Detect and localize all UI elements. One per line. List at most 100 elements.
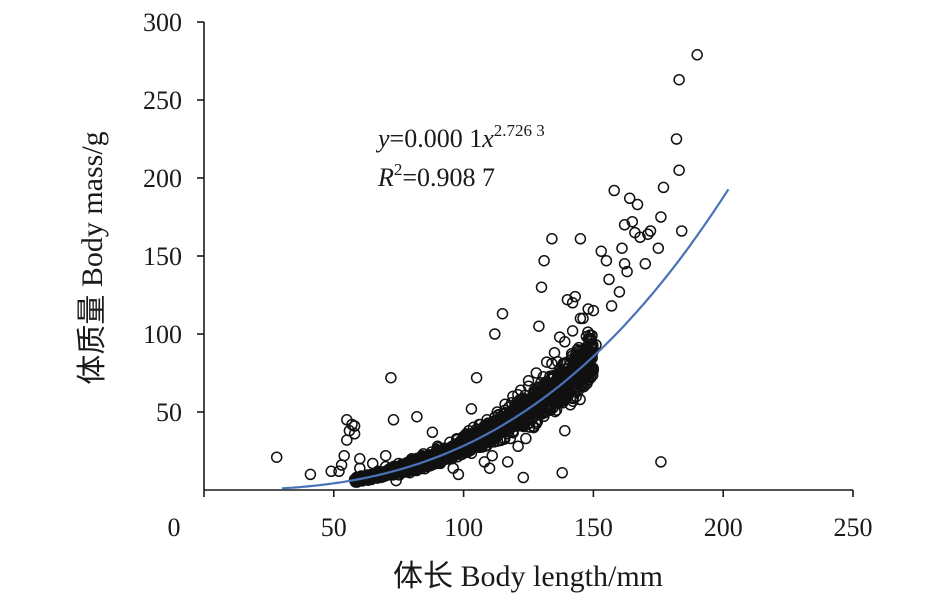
data-point [449,447,461,460]
data-point [463,424,475,437]
data-point [452,468,465,481]
data-point [670,133,683,145]
data-point [512,440,524,453]
data-point [522,375,535,387]
data-point [489,328,501,340]
data-point [626,215,639,228]
data-point [603,273,615,286]
data-point [517,471,530,484]
data-point [600,254,613,267]
data-point [447,462,459,474]
data-point [567,377,579,390]
data-point [498,433,511,445]
data-point [504,432,517,445]
data-point [631,198,644,211]
data-point [639,258,652,270]
data-point [540,379,552,392]
x-tick-label: 50 [321,513,347,542]
data-point [379,449,392,462]
data-point [512,409,524,421]
data-point [348,428,361,440]
data-point [392,457,405,470]
data-point [556,467,568,479]
data-point [541,398,554,411]
data-point [470,426,482,438]
data-point [548,346,561,359]
data-point [494,421,506,434]
data-point [634,231,646,244]
y-tick-label: 100 [143,320,182,349]
data-point [527,421,540,434]
data-point [348,420,361,432]
axes [197,21,854,497]
data-point [496,307,509,320]
data-point [325,465,337,478]
data-point [621,265,633,278]
data-point [644,225,657,237]
data-point [304,468,317,481]
data-point [574,312,587,325]
tick-labels: 0 50 100 150 200 250 50 100 150 200 250 300 [143,8,873,542]
y-tick-label: 250 [143,86,182,115]
fit-curve [281,188,730,490]
data-point [535,281,548,293]
data-point [673,164,685,176]
x-tick-label: 0 [168,513,181,542]
data-point [673,73,685,86]
data-point [618,219,631,231]
data-point [426,426,439,439]
data-point [387,414,400,426]
data-point [608,184,620,197]
data-point [406,456,418,469]
data-point [538,254,550,267]
data-point [605,300,618,312]
data-point [623,192,636,205]
data-point [379,460,392,473]
x-tick-label: 250 [834,513,873,542]
data-point [584,354,597,366]
data-point [338,449,350,462]
data-point [590,339,602,351]
data-point [657,181,670,194]
data-point [566,297,579,309]
data-point [582,333,595,345]
data-point [421,451,434,463]
y-tick-label: 300 [143,8,182,37]
data-point [655,211,667,223]
data-point [431,440,444,453]
y-axis-title: 体质量 Body mass/g [76,131,109,384]
data-point [582,303,594,315]
data-point [675,225,688,237]
data-point [616,242,628,254]
data-point [270,451,283,463]
data-point [642,228,654,240]
y-tick-label: 200 [143,164,182,193]
data-point [390,474,402,487]
data-point [618,258,631,270]
data-point [520,396,533,409]
data-point [335,459,348,471]
data-point [530,367,543,379]
x-tick-label: 150 [574,513,613,542]
data-point [354,462,366,474]
data-point [507,390,519,403]
data-point [613,286,626,298]
data-point [385,371,397,384]
data-point [366,457,379,470]
data-point [585,371,597,384]
data-points [270,49,703,488]
data-point [546,357,558,370]
data-point [587,304,600,317]
data-point [587,364,599,377]
data-point [546,233,558,245]
data-point [481,414,493,426]
data-point [564,399,577,411]
data-point [465,403,478,415]
data-point [540,356,553,368]
data-point [354,453,366,465]
data-point [564,385,576,398]
data-point [333,465,345,478]
data-point [514,384,527,396]
data-point [411,410,423,423]
